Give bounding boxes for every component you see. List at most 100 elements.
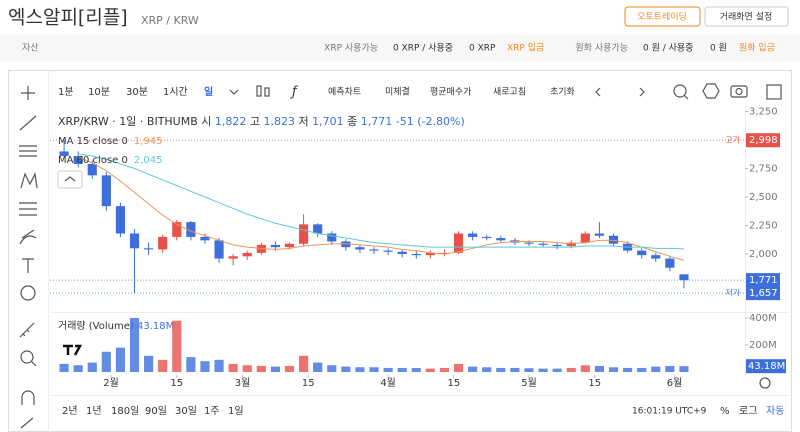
x-tick-label: 15 [447,378,460,389]
y-tick-label: 2,500 [749,192,778,203]
legend: XRP/KRW · 1일 · BITHUMB 시 1,822 고 1,823 저… [58,114,465,128]
x-tick-label: 4월 [380,377,396,389]
y-tick-label: 2,000 [749,249,778,260]
candle-body [538,243,548,245]
volume-bar [580,365,590,372]
scale-option[interactable]: % [720,406,730,417]
asset-text: 0 XRP [469,44,496,54]
clock: 16:01:19 UTC+9 [632,407,707,417]
volume-title: 거래량 (Volume) [58,320,134,332]
volume-bar [496,367,506,372]
range-button[interactable]: 90일 [145,405,167,417]
y-tick-label: 400M [749,313,777,324]
interval[interactable]: 1시간 [163,86,188,98]
volume-value: 43.18M [137,321,174,332]
range-button[interactable]: 1주 [204,406,220,417]
tool-button[interactable]: 예측차트 [328,86,361,98]
candle-body [158,236,168,250]
settings-button[interactable] [704,6,789,27]
title: 엑스알피[리플] [8,7,128,29]
volume-bar [270,366,280,372]
tool-button[interactable]: 새로고침 [493,87,526,98]
tool-button[interactable]: 평균매수가 [430,87,471,98]
scale-option[interactable]: 로그 [739,406,757,417]
ma-value: 2,045 [134,155,163,166]
volume-bar [552,368,562,372]
x-tick-label: 2월 [103,377,119,389]
candle-body [299,224,309,244]
y-tick-label: 3,250 [749,106,778,117]
legend-value: 1,822 [215,115,247,128]
candle-body [637,250,647,256]
volume-bar [538,368,548,372]
candle-body [439,252,450,254]
candle-body [383,250,393,252]
candle-body [327,233,337,242]
tool-button[interactable]: 미체결 [385,87,410,98]
volume-bar [425,368,435,372]
range-button[interactable]: 1일 [228,405,244,417]
deposit-link[interactable]: XRP 입금 [507,42,544,54]
volume-bar [256,365,266,372]
scale-option[interactable]: 자동 [766,405,784,417]
volume-bar [623,367,633,372]
chart-icons[interactable]: ƒ [229,83,782,389]
collapse-button[interactable] [57,170,83,189]
settings-label: 거래화면 설정 [720,12,773,23]
candle-body [242,252,252,257]
legend-key: 종 [347,115,357,128]
drawing-tools[interactable] [19,86,38,429]
candle-body [73,155,83,164]
asset-text: 0 XRP / 사용중 [393,43,453,54]
range-button[interactable]: 1년 [86,405,102,417]
ma-legend: MA 15 close 0 1,945 [58,136,163,147]
volume-bar [369,367,379,372]
ma-name: MA 60 close 0 [58,155,128,166]
range-button[interactable]: 2년 [62,405,78,417]
volume-bar [482,367,492,372]
candle-body [566,242,576,247]
pair: XRP / KRW [141,14,199,27]
tool-button[interactable]: 초기화 [550,87,575,98]
range-button[interactable]: 180일 [111,405,139,417]
tv-logo [63,344,83,356]
volume-bar [665,365,675,372]
volume-bar [453,363,464,372]
volume-bar [327,365,337,372]
volume-bar [439,367,450,372]
x-tick-label: 6월 [667,377,683,389]
interval[interactable]: 1분 [58,86,74,98]
candle-body [496,238,506,241]
candle-body [425,252,435,256]
candle-body [115,206,126,234]
candle-body [651,255,661,259]
auto-trade-button[interactable] [624,6,701,27]
deposit-link[interactable]: 원화 입금 [739,42,775,54]
range-button[interactable]: 30일 [175,405,197,417]
interval[interactable]: 30분 [126,86,148,98]
volume-bar [242,365,252,372]
price-box-label: 1,657 [749,288,778,299]
volume-bar [524,368,534,372]
candle-body [552,244,562,247]
interval[interactable]: 10분 [88,86,110,98]
candle-body [468,233,478,237]
candle-body [144,248,154,250]
volume-bar [397,367,407,372]
asset-text: 0 원 [710,43,727,54]
candle-body [228,256,238,259]
legend-symbol: XRP/KRW · 1일 · BITHUMB [58,114,198,128]
y-tick-label: 200M [749,340,777,351]
volume-bar [284,365,295,372]
volume-bar [510,367,520,372]
candle-body [594,233,605,236]
ma-value: 1,945 [134,136,163,147]
volume-bar [214,359,224,372]
volume-bar [411,367,421,372]
candle-body [453,233,464,253]
volume-bar [566,367,576,372]
interval[interactable]: 일 [204,85,213,98]
y-tick-label: 2,750 [749,164,778,175]
volume-bar [186,357,196,372]
